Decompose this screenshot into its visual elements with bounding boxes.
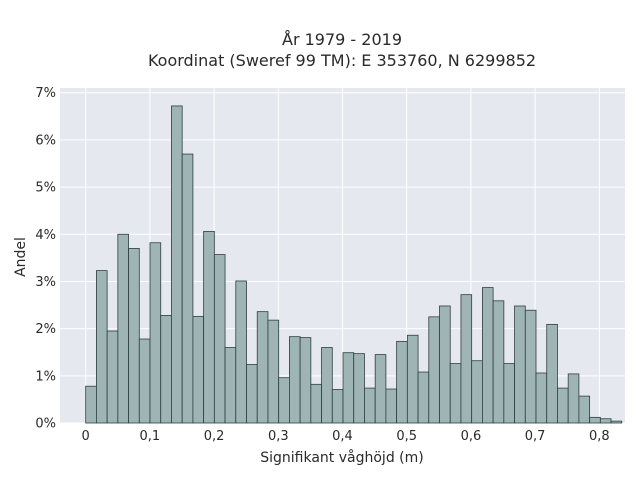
- histogram-bar: [149, 242, 162, 424]
- histogram-bar: [385, 388, 398, 424]
- histogram-bar: [224, 347, 237, 424]
- histogram-bar: [85, 385, 97, 424]
- histogram-bar: [535, 372, 548, 424]
- x-tick-label: 0,6: [461, 429, 482, 444]
- histogram-bar: [503, 363, 515, 424]
- histogram-bar: [299, 337, 312, 424]
- x-tick-label: 0,8: [589, 429, 610, 444]
- histogram-bar: [471, 360, 483, 424]
- x-tick-label: 0,1: [140, 429, 161, 444]
- histogram-bar: [267, 319, 280, 424]
- histogram-bar: [235, 280, 247, 424]
- histogram-bar: [171, 105, 183, 424]
- x-tick-label: 0,2: [204, 429, 225, 444]
- histogram-bar: [449, 363, 462, 424]
- y-tick-label: 7%: [35, 86, 56, 101]
- histogram-bar: [128, 248, 140, 424]
- histogram-bar: [396, 340, 408, 424]
- histogram-bar: [321, 347, 333, 424]
- histogram-bar: [181, 153, 194, 424]
- histogram-bar: [278, 377, 290, 424]
- x-tick-labels: 0 0,1 0,2 0,3 0,4 0,5 0,6 0,7 0,8: [82, 429, 610, 444]
- histogram-bar: [310, 383, 322, 424]
- histogram-bar: [117, 233, 129, 424]
- histogram-bar: [364, 387, 376, 424]
- histogram-bar: [578, 395, 591, 424]
- histogram-bar: [546, 323, 558, 424]
- y-tick-label: 1%: [35, 369, 56, 384]
- histogram-bar: [482, 287, 494, 424]
- histogram-bar: [610, 420, 623, 424]
- histogram-bar: [192, 315, 205, 424]
- histogram-bar: [246, 364, 258, 424]
- y-tick-label: 6%: [35, 133, 56, 148]
- x-tick-label: 0,5: [396, 429, 417, 444]
- histogram-bar: [557, 387, 569, 424]
- histogram-bar: [460, 294, 473, 424]
- histogram-bar: [439, 305, 451, 424]
- histogram-bar: [160, 315, 172, 424]
- bars: [85, 105, 623, 424]
- y-tick-label: 0%: [35, 417, 56, 432]
- histogram-bar: [289, 336, 301, 424]
- histogram-bar: [106, 330, 119, 424]
- histogram-bar: [342, 352, 355, 424]
- histogram-bar: [138, 338, 151, 424]
- histogram-bar: [599, 418, 612, 424]
- chart-title-line-1: År 1979 - 2019: [282, 30, 402, 49]
- histogram-bar: [428, 316, 440, 424]
- histogram-bar: [406, 334, 419, 424]
- histogram-bar: [567, 373, 580, 424]
- x-tick-label: 0,3: [268, 429, 289, 444]
- chart-title-line-2: Koordinat (Sweref 99 TM): E 353760, N 62…: [148, 51, 536, 70]
- histogram-bar: [203, 231, 215, 424]
- y-axis-label: Andel: [13, 237, 29, 277]
- histogram-bar: [514, 305, 526, 424]
- x-tick-label: 0,4: [332, 429, 353, 444]
- histogram-bar: [524, 309, 537, 424]
- y-tick-label: 4%: [35, 228, 56, 243]
- histogram-bar: [96, 270, 108, 424]
- histogram-bar: [492, 300, 505, 424]
- y-tick-label: 2%: [35, 322, 56, 337]
- y-tick-labels: 0% 1% 2% 3% 4% 5% 6% 7%: [35, 86, 56, 431]
- histogram-bar: [213, 254, 226, 424]
- histogram-bar: [589, 416, 601, 424]
- x-axis-label: Signifikant våghöjd (m): [260, 449, 423, 466]
- histogram-bar: [353, 353, 365, 424]
- histogram-bar: [374, 354, 387, 424]
- y-tick-label: 5%: [35, 181, 56, 196]
- y-tick-label: 3%: [35, 275, 56, 290]
- x-tick-label: 0: [82, 429, 90, 444]
- histogram-bar: [331, 389, 344, 424]
- histogram-bar: [417, 371, 430, 424]
- x-tick-label: 0,7: [525, 429, 546, 444]
- histogram-bar: [256, 311, 269, 424]
